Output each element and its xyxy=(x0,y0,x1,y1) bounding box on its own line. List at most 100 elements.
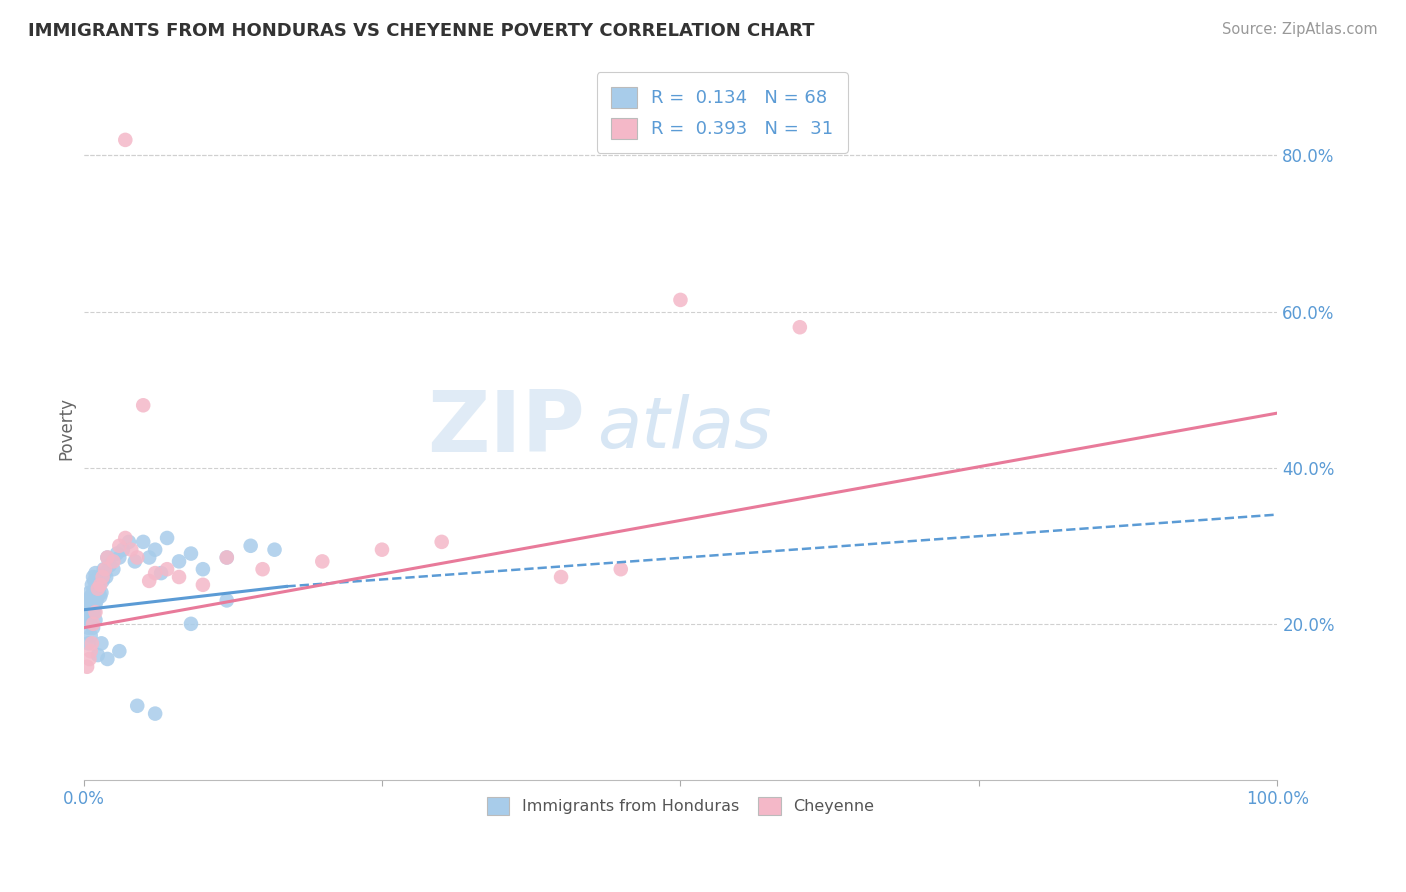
Point xyxy=(79,601,101,615)
Point xyxy=(98,558,121,573)
Point xyxy=(75,605,97,619)
Point xyxy=(79,628,101,642)
Point xyxy=(191,562,214,576)
Point xyxy=(80,605,103,619)
Point xyxy=(87,585,110,599)
Point xyxy=(132,398,155,412)
Point xyxy=(215,550,238,565)
Point xyxy=(83,590,105,604)
Point xyxy=(132,534,155,549)
Point xyxy=(91,570,114,584)
Point xyxy=(96,570,118,584)
Point xyxy=(114,531,136,545)
Point xyxy=(103,554,125,568)
Point xyxy=(89,590,111,604)
Point xyxy=(87,590,110,604)
Point xyxy=(167,554,190,568)
Point xyxy=(77,621,100,635)
Point xyxy=(215,550,238,565)
Point xyxy=(87,648,110,662)
Point xyxy=(118,534,141,549)
Point xyxy=(83,605,105,619)
Point xyxy=(96,550,118,565)
Point xyxy=(79,585,101,599)
Text: IMMIGRANTS FROM HONDURAS VS CHEYENNE POVERTY CORRELATION CHART: IMMIGRANTS FROM HONDURAS VS CHEYENNE POV… xyxy=(28,22,814,40)
Point xyxy=(77,636,100,650)
Point xyxy=(108,550,131,565)
Point xyxy=(311,554,333,568)
Point xyxy=(143,566,166,580)
Point xyxy=(430,534,453,549)
Point xyxy=(79,652,101,666)
Point xyxy=(90,636,112,650)
Point xyxy=(76,660,98,674)
Point xyxy=(789,320,811,334)
Point xyxy=(79,644,101,658)
Point xyxy=(610,562,633,576)
Point xyxy=(167,570,190,584)
Point xyxy=(82,621,104,635)
Point xyxy=(76,593,98,607)
Point xyxy=(91,574,114,588)
Point xyxy=(150,566,173,580)
Point xyxy=(84,613,107,627)
Point xyxy=(124,554,146,568)
Point xyxy=(138,550,160,565)
Point xyxy=(180,616,202,631)
Point xyxy=(86,593,108,607)
Point xyxy=(79,613,101,627)
Point xyxy=(120,542,142,557)
Point xyxy=(82,570,104,584)
Point xyxy=(89,578,111,592)
Point xyxy=(114,133,136,147)
Point xyxy=(79,590,101,604)
Point xyxy=(127,698,149,713)
Point xyxy=(82,601,104,615)
Point xyxy=(108,539,131,553)
Point xyxy=(79,609,101,624)
Point xyxy=(86,578,108,592)
Point xyxy=(80,578,103,592)
Point xyxy=(82,616,104,631)
Point xyxy=(239,539,262,553)
Point xyxy=(263,542,285,557)
Point xyxy=(80,636,103,650)
Point xyxy=(77,601,100,615)
Point xyxy=(79,597,101,611)
Point xyxy=(96,550,118,565)
Point xyxy=(103,562,125,576)
Point xyxy=(84,566,107,580)
Point xyxy=(90,570,112,584)
Point xyxy=(143,706,166,721)
Point xyxy=(180,547,202,561)
Point xyxy=(84,597,107,611)
Point xyxy=(550,570,572,584)
Point xyxy=(215,593,238,607)
Point xyxy=(371,542,394,557)
Point xyxy=(138,574,160,588)
Point xyxy=(93,562,115,576)
Point xyxy=(105,547,128,561)
Y-axis label: Poverty: Poverty xyxy=(58,397,75,460)
Point xyxy=(252,562,274,576)
Point xyxy=(108,644,131,658)
Point xyxy=(76,609,98,624)
Text: ZIP: ZIP xyxy=(427,387,585,470)
Point xyxy=(127,550,149,565)
Point xyxy=(156,562,179,576)
Point xyxy=(156,531,179,545)
Point xyxy=(82,585,104,599)
Point xyxy=(87,574,110,588)
Point xyxy=(669,293,692,307)
Point xyxy=(143,542,166,557)
Text: atlas: atlas xyxy=(598,394,772,463)
Point xyxy=(191,578,214,592)
Point xyxy=(111,542,134,557)
Point xyxy=(80,593,103,607)
Point xyxy=(90,585,112,599)
Point xyxy=(87,582,110,596)
Point xyxy=(94,562,117,576)
Point xyxy=(83,574,105,588)
Point xyxy=(89,574,111,588)
Text: Source: ZipAtlas.com: Source: ZipAtlas.com xyxy=(1222,22,1378,37)
